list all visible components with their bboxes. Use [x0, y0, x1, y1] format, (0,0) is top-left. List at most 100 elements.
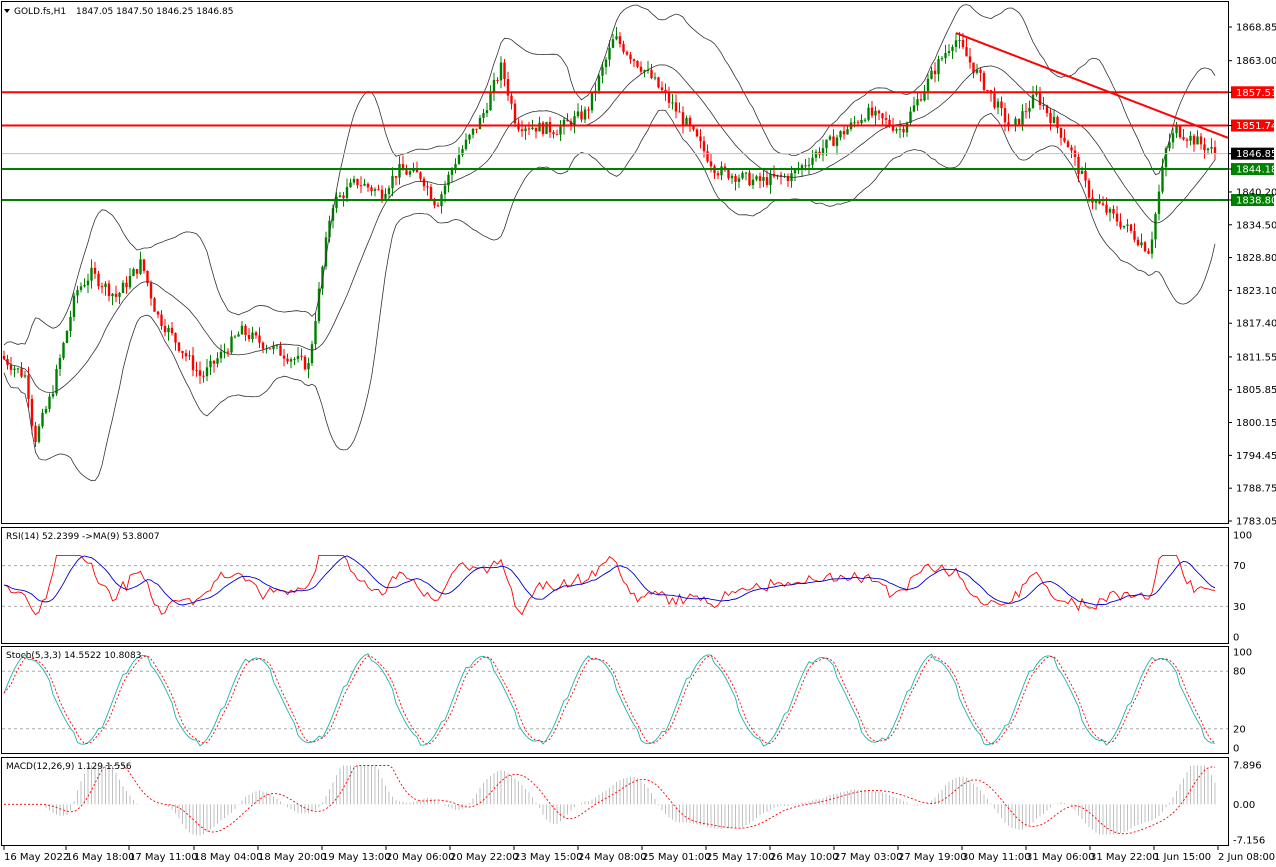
candle-body	[114, 293, 118, 297]
stoch-layer: 100 80 20 0	[2, 648, 1252, 755]
candle-body	[1196, 136, 1199, 145]
candle-body	[538, 122, 541, 132]
macd-panel[interactable]	[1, 757, 1229, 846]
candle-body	[62, 342, 65, 359]
price-level-label: 1844.18	[1236, 165, 1276, 176]
candle-body	[895, 129, 898, 131]
candle-body	[282, 355, 286, 359]
oscillator-tick-label: 0	[1233, 744, 1239, 755]
candle-body	[580, 111, 583, 120]
candle-body	[359, 185, 363, 187]
candle-body	[296, 355, 300, 360]
candle-body	[891, 125, 895, 131]
candle-body	[482, 113, 485, 118]
candle-body	[709, 161, 713, 167]
candle-body	[384, 193, 387, 199]
candle-body	[597, 75, 601, 91]
candle-body	[415, 168, 419, 173]
candle-body	[1150, 239, 1154, 254]
oscillator-tick-label: 70	[1233, 561, 1246, 572]
candle-body	[618, 36, 622, 45]
candle-body	[604, 59, 608, 68]
candle-body	[76, 289, 79, 296]
candle-body	[1112, 208, 1115, 214]
candle-body	[674, 102, 678, 112]
candle-body	[678, 111, 681, 113]
candle-body	[762, 177, 765, 181]
candle-body	[237, 334, 240, 337]
candle-body	[485, 110, 489, 114]
candle-body	[100, 286, 104, 288]
dropdown-triangle-icon[interactable]	[4, 9, 10, 13]
candle-body	[765, 177, 769, 185]
candle-body	[436, 205, 440, 207]
candle-body	[587, 109, 590, 111]
candle-body	[464, 139, 468, 149]
candle-body	[944, 52, 947, 59]
rsi-panel[interactable]	[1, 527, 1229, 644]
candle-body	[548, 122, 552, 133]
candle-body	[496, 79, 499, 81]
trendline[interactable]	[955, 32, 1229, 139]
candle-body	[1063, 137, 1066, 142]
macd-signal-line	[4, 765, 1216, 835]
time-tick-label: 30 May 11:00	[962, 852, 1031, 863]
candle-body	[111, 293, 114, 297]
candle-body	[996, 101, 1000, 108]
time-tick-label: 27 May 19:00	[898, 852, 967, 863]
candle-body	[1185, 139, 1189, 141]
candle-body	[205, 367, 209, 377]
candle-body	[1133, 231, 1136, 240]
time-tick-label: 24 May 08:00	[578, 852, 647, 863]
candle-body	[506, 79, 510, 96]
candle-body	[338, 195, 342, 197]
candle-body	[933, 70, 937, 75]
candle-body	[832, 136, 835, 146]
time-tick-label: 25 May 01:00	[642, 852, 711, 863]
time-tick-label: 27 May 03:00	[834, 852, 903, 863]
candle-body	[107, 283, 111, 297]
oscillator-tick-label: -7.156	[1233, 836, 1265, 847]
candle-body	[478, 117, 482, 130]
candle-body	[552, 132, 555, 135]
price-tick-label: 1817.40	[1236, 319, 1276, 330]
oscillator-tick-label: 7.896	[1233, 761, 1262, 772]
candle-body	[419, 172, 422, 179]
candle-body	[811, 157, 814, 165]
candle-body	[629, 54, 632, 60]
candle-body	[352, 178, 356, 183]
candle-body	[23, 375, 27, 377]
candle-body	[363, 183, 366, 186]
price-levels-layer[interactable]: 1857.51 1851.74 1844.18 1838.80 1846.85	[2, 32, 1276, 207]
stoch-panel[interactable]	[1, 646, 1229, 754]
candle-body	[660, 87, 664, 91]
candle-body	[135, 269, 139, 274]
price-panel[interactable]	[1, 1, 1229, 524]
candle-body	[937, 59, 940, 75]
candle-body	[727, 169, 730, 179]
candle-body	[1084, 170, 1087, 181]
candle-body	[387, 188, 391, 194]
candle-body	[30, 398, 34, 426]
candle-body	[293, 359, 296, 361]
candle-body	[951, 46, 954, 52]
candle-body	[261, 342, 265, 349]
candle-body	[398, 164, 401, 178]
candle-body	[636, 60, 639, 67]
candle-body	[233, 336, 237, 338]
candle-body	[562, 119, 566, 127]
candle-body	[566, 119, 569, 122]
candle-body	[898, 128, 902, 130]
candle-body	[919, 99, 923, 101]
candle-body	[307, 362, 310, 370]
candle-body	[520, 129, 524, 132]
candle-body	[69, 316, 72, 331]
candle-body	[1129, 224, 1133, 232]
candle-body	[1143, 242, 1147, 252]
oscillator-tick-label: 30	[1233, 602, 1246, 613]
candle-body	[1119, 221, 1122, 228]
candle-body	[1108, 208, 1112, 213]
price-level-label: 1857.51	[1236, 88, 1276, 99]
